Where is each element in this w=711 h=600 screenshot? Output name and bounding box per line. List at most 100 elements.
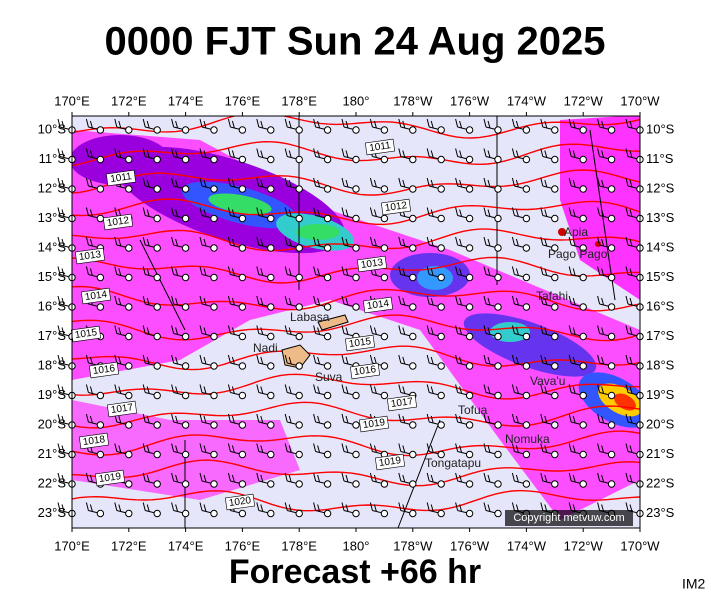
grid bbox=[139, 116, 616, 529]
barb-station bbox=[409, 244, 417, 252]
isobar-label: 1017 bbox=[110, 402, 134, 416]
barb-station bbox=[181, 450, 190, 459]
barb-station bbox=[323, 303, 332, 311]
barb-station bbox=[380, 185, 389, 193]
isobar-label: 1014 bbox=[84, 289, 108, 303]
barb-station bbox=[96, 126, 105, 134]
barb-station bbox=[153, 126, 161, 134]
barb-station bbox=[295, 362, 303, 370]
barb-station bbox=[607, 421, 616, 429]
barb-station bbox=[522, 332, 531, 341]
lat-label-right: 10°S bbox=[646, 121, 675, 136]
barb-station bbox=[579, 421, 587, 429]
barb-station bbox=[579, 185, 587, 193]
isobar-line bbox=[72, 169, 640, 196]
barb-station bbox=[125, 509, 133, 518]
barb-station bbox=[153, 155, 161, 164]
barb-station bbox=[494, 214, 502, 223]
barb-station bbox=[465, 332, 474, 341]
barb-station bbox=[551, 480, 559, 488]
barb-station bbox=[210, 303, 218, 311]
barb-station bbox=[607, 391, 616, 400]
isobar-label-box bbox=[74, 247, 106, 265]
barb-station bbox=[607, 244, 616, 252]
barb-station bbox=[579, 362, 587, 370]
lat-label-left: 14°S bbox=[38, 239, 67, 254]
barb-station bbox=[238, 391, 247, 400]
barb-station bbox=[607, 362, 616, 370]
barb-station bbox=[607, 303, 616, 311]
barb-station bbox=[210, 362, 218, 370]
barb-station bbox=[437, 450, 445, 459]
lat-label-left: 18°S bbox=[38, 357, 67, 372]
barb-station bbox=[551, 450, 559, 459]
isobar-label: 1019 bbox=[98, 471, 122, 485]
barb-station bbox=[579, 332, 587, 341]
barb-station bbox=[181, 244, 190, 252]
barb-station bbox=[551, 244, 559, 252]
barb-station bbox=[295, 185, 303, 193]
lat-label-left: 22°S bbox=[38, 475, 67, 490]
barb-station bbox=[267, 273, 275, 282]
barb-station bbox=[380, 273, 389, 282]
lon-label-bottom: 170°W bbox=[620, 538, 660, 553]
barb-station bbox=[323, 509, 332, 518]
barb-station bbox=[323, 126, 332, 134]
barb-station bbox=[96, 391, 105, 400]
isobar-label-box bbox=[88, 361, 120, 379]
barb-station bbox=[295, 450, 303, 459]
islands bbox=[281, 228, 601, 369]
isobar-label: 1017 bbox=[390, 396, 414, 410]
lat-label-left: 23°S bbox=[38, 505, 67, 520]
lat-label-right: 22°S bbox=[646, 475, 675, 490]
isobar-label-box bbox=[106, 400, 138, 418]
barb-station bbox=[267, 391, 275, 400]
barb-station bbox=[295, 332, 303, 341]
barb-station bbox=[437, 185, 445, 193]
barb-station bbox=[579, 303, 587, 311]
barb-station bbox=[409, 480, 417, 488]
barb-station bbox=[579, 126, 587, 134]
barb-station bbox=[323, 450, 332, 459]
barb-station bbox=[153, 421, 161, 429]
barb-station bbox=[409, 332, 417, 341]
copyright: Copyright metvuw.com bbox=[513, 512, 624, 524]
lat-label-right: 14°S bbox=[646, 239, 675, 254]
barb-station bbox=[522, 421, 531, 429]
barb-station bbox=[579, 391, 587, 400]
lat-label-right: 17°S bbox=[646, 328, 675, 343]
barb-station bbox=[96, 509, 105, 518]
isobar-label-box bbox=[102, 213, 134, 231]
barb-station bbox=[551, 391, 559, 400]
lon-label-top: 178°E bbox=[281, 93, 317, 108]
barb-station bbox=[437, 303, 445, 311]
barb-station bbox=[551, 185, 559, 193]
barb-station bbox=[125, 450, 133, 459]
barb-station bbox=[295, 126, 303, 134]
barb-station bbox=[267, 185, 275, 193]
lat-label-right: 19°S bbox=[646, 387, 675, 402]
barb-station bbox=[267, 509, 275, 518]
barb-station bbox=[522, 155, 531, 164]
barb-station bbox=[380, 480, 389, 488]
barb-station bbox=[409, 273, 417, 282]
lon-label-bottom: 178°E bbox=[281, 538, 317, 553]
barb-station bbox=[607, 185, 616, 193]
place-label: Vava'u bbox=[530, 374, 565, 388]
place-label: Tofua bbox=[458, 403, 488, 417]
isobar-line bbox=[72, 489, 640, 512]
barb-station bbox=[522, 214, 531, 223]
barb-station bbox=[522, 185, 531, 193]
barb-station bbox=[607, 155, 616, 164]
barb-station bbox=[494, 273, 502, 282]
barb-station bbox=[295, 509, 303, 518]
isobar-label: 1012 bbox=[384, 200, 408, 214]
lat-label-left: 17°S bbox=[38, 328, 67, 343]
corner-label: IM2 bbox=[682, 576, 706, 592]
barb-station bbox=[210, 155, 218, 164]
lon-label-top: 174°E bbox=[168, 93, 204, 108]
lon-label-bottom: 178°W bbox=[393, 538, 433, 553]
barb-station bbox=[210, 480, 218, 488]
isobar-line bbox=[72, 373, 640, 400]
barb-station bbox=[181, 214, 190, 223]
